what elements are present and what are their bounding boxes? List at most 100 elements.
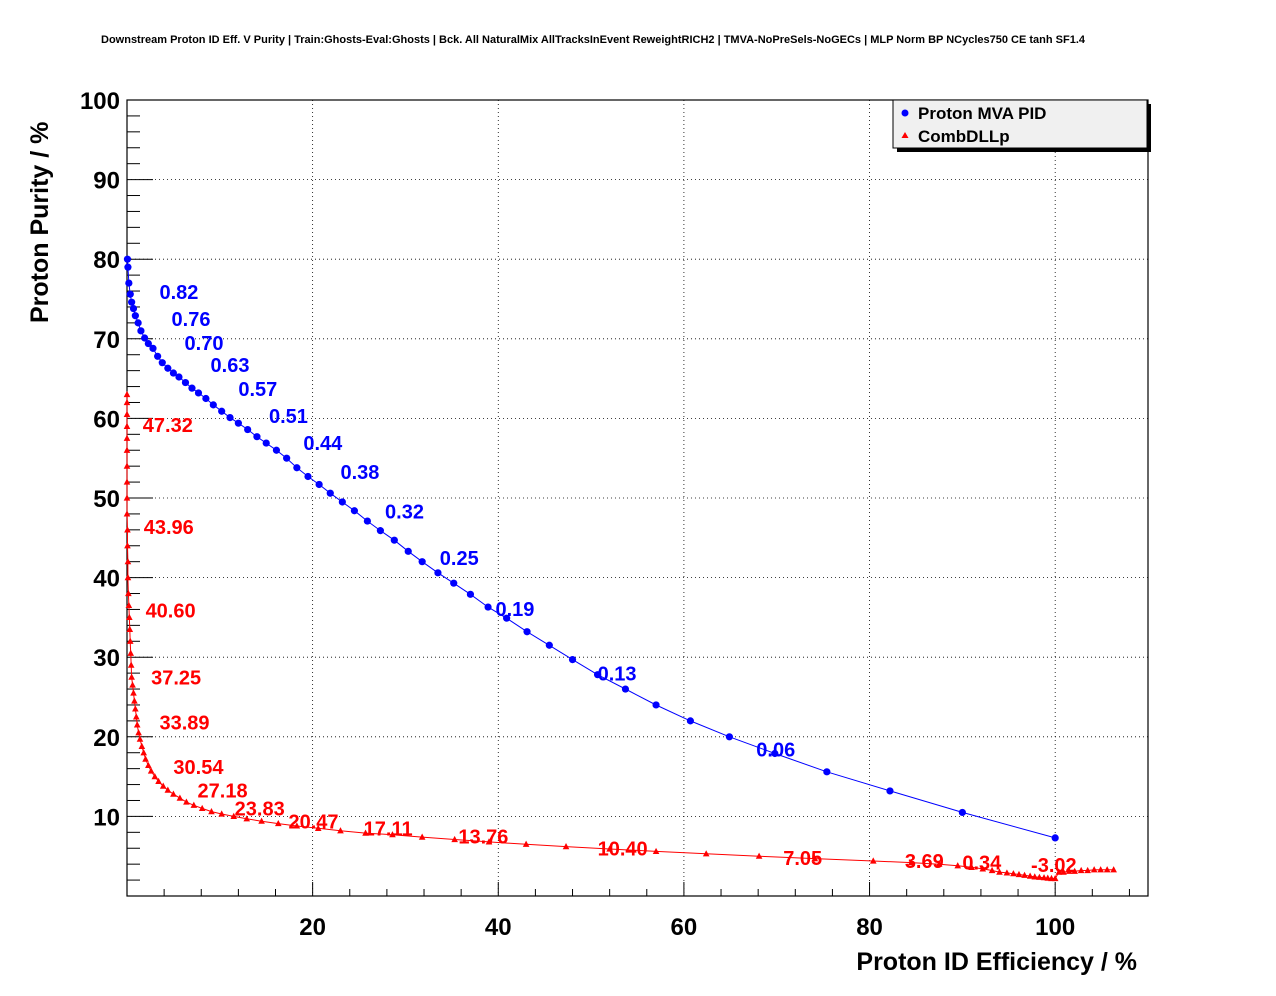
- data-point: [140, 749, 148, 756]
- data-point: [376, 527, 384, 535]
- series-1: [123, 390, 1117, 882]
- data-point: [176, 794, 184, 801]
- data-point: [404, 547, 412, 555]
- data-point: [811, 854, 819, 862]
- data-point: [434, 569, 442, 577]
- data-point: [337, 827, 344, 834]
- data-point: [935, 860, 943, 867]
- data-point: [1051, 834, 1059, 842]
- data-point: [996, 868, 1003, 875]
- data-label: 0.06: [756, 740, 795, 762]
- data-point: [1010, 870, 1017, 877]
- data-point: [141, 334, 149, 342]
- data-point: [621, 685, 630, 693]
- data-point: [218, 810, 225, 817]
- data-point: [1103, 866, 1111, 873]
- data-point: [258, 817, 265, 824]
- data-point: [124, 526, 131, 533]
- data-label: 0.34: [962, 853, 1002, 875]
- data-label: 17.11: [364, 819, 413, 841]
- data-point: [755, 852, 763, 859]
- data-label: 0.44: [303, 433, 343, 455]
- data-label: 0.13: [598, 663, 637, 685]
- data-point: [1071, 867, 1078, 874]
- data-point: [123, 398, 131, 406]
- data-point: [568, 655, 577, 664]
- legend-marker-proton-mva-pid: [901, 109, 909, 117]
- data-point: [908, 858, 915, 866]
- chart-title: Downstream Proton ID Eff. V Purity | Tra…: [101, 34, 1086, 46]
- data-point: [293, 464, 301, 472]
- data-point: [1055, 868, 1063, 875]
- data-label: 30.54: [173, 757, 224, 779]
- data-point: [466, 590, 475, 598]
- data-point: [151, 773, 159, 780]
- data-label: -3.02: [1031, 855, 1077, 877]
- data-point: [147, 767, 155, 774]
- y-tick-label: 50: [93, 486, 120, 513]
- data-point: [128, 298, 136, 306]
- data-point: [202, 394, 210, 403]
- data-label: 43.96: [144, 517, 194, 539]
- data-label: 37.25: [151, 667, 201, 689]
- data-point: [145, 761, 152, 769]
- data-point: [979, 865, 987, 872]
- data-point: [170, 790, 177, 797]
- data-label: 0.57: [238, 379, 277, 401]
- data-label: 7.05: [783, 848, 822, 870]
- data-point: [350, 507, 359, 515]
- data-point: [123, 434, 131, 441]
- data-point: [125, 279, 133, 287]
- data-point: [124, 558, 132, 565]
- legend-entry-proton-mva-pid: Proton MVA PID: [918, 104, 1046, 123]
- data-point: [130, 689, 137, 696]
- data-point: [134, 319, 142, 327]
- data-point: [188, 384, 196, 392]
- y-tick-label: 10: [93, 804, 120, 831]
- data-point: [272, 446, 281, 454]
- data-point: [123, 422, 131, 429]
- data-label: 23.83: [235, 799, 285, 821]
- data-label: 3.69: [905, 851, 944, 873]
- data-point: [181, 378, 190, 387]
- data-point: [418, 558, 426, 566]
- data-label: 0.76: [172, 309, 211, 331]
- x-tick-label: 100: [1035, 914, 1075, 941]
- data-point: [274, 819, 282, 827]
- x-axis-title: Proton ID Efficiency / %: [856, 948, 1137, 976]
- data-point: [771, 749, 779, 758]
- data-point: [164, 786, 172, 793]
- data-point: [1110, 866, 1117, 873]
- data-point: [823, 768, 831, 776]
- data-point: [144, 339, 152, 348]
- data-point: [129, 304, 138, 313]
- legend-marker-combdllp: [901, 132, 909, 138]
- y-tick-label: 20: [93, 725, 120, 752]
- data-label: 0.19: [495, 599, 534, 621]
- data-point: [522, 840, 530, 847]
- data-point: [1015, 870, 1023, 878]
- data-label: 33.89: [159, 713, 209, 735]
- y-tick-label: 60: [93, 406, 120, 433]
- data-point: [304, 472, 312, 481]
- data-point: [1021, 871, 1028, 878]
- data-point: [129, 681, 136, 688]
- data-point: [126, 613, 133, 620]
- data-point: [124, 574, 132, 581]
- legend-box: [892, 99, 1148, 149]
- data-point: [132, 713, 140, 720]
- data-point: [1084, 866, 1091, 874]
- data-point: [135, 729, 142, 736]
- data-point: [262, 439, 270, 447]
- data-point: [418, 833, 426, 840]
- legend-entry-combdllp: CombDLLp: [918, 127, 1010, 146]
- data-point: [124, 542, 131, 549]
- data-point: [155, 777, 162, 784]
- data-point: [194, 389, 203, 397]
- data-point: [283, 454, 291, 462]
- data-point: [1036, 873, 1043, 880]
- data-point: [1031, 873, 1039, 880]
- series-0: [123, 255, 1059, 842]
- data-point: [390, 536, 398, 544]
- data-label: 0.25: [440, 548, 479, 570]
